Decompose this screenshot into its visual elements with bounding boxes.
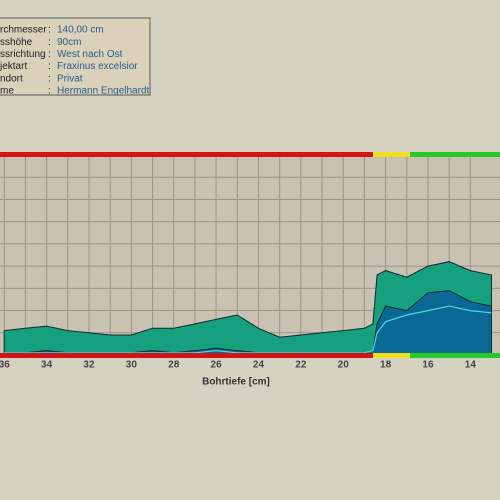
quality-bar-red: [0, 353, 373, 358]
area: [3, 261, 492, 356]
x-tick-label: 16: [422, 360, 434, 371]
x-tick-label: 24: [253, 360, 265, 371]
info-label: ndort: [0, 73, 23, 84]
info-value: Privat: [57, 73, 83, 84]
x-tick-label: 22: [295, 360, 307, 371]
quality-bar-yellow: [373, 152, 410, 157]
info-label: me: [0, 86, 14, 97]
x-tick-label: 36: [0, 360, 10, 371]
x-tick-label: 20: [338, 360, 350, 371]
quality-bar-green: [410, 152, 500, 157]
x-tick-label: 28: [168, 360, 180, 371]
x-tick-label: 30: [126, 360, 138, 371]
info-value: Hermann Engelhardt: [57, 86, 149, 97]
info-value: 140,00 cm: [57, 25, 104, 36]
info-label: jektart: [0, 61, 27, 72]
x-tick-label: 32: [83, 360, 95, 371]
info-frame: [0, 17, 151, 96]
info-value: Fraxinus excelsior: [57, 61, 138, 72]
x-tick-label: 14: [465, 360, 477, 371]
x-tick-label: 26: [211, 360, 223, 371]
info-colon: :: [48, 49, 51, 60]
info-colon: :: [48, 73, 51, 84]
quality-bar-yellow: [373, 353, 410, 358]
info-label: sshöhe: [0, 37, 33, 48]
quality-bar-green: [410, 353, 500, 358]
info-colon: :: [48, 25, 51, 36]
info-value: West nach Ost: [57, 49, 123, 60]
info-label: rchmesser: [0, 25, 47, 36]
info-colon: :: [48, 37, 51, 48]
mean-line: [4, 305, 492, 354]
quality-bar-red: [0, 152, 373, 157]
info-box: rchmesser:140,00 cmsshöhe:90cmssrichtung…: [0, 17, 151, 97]
info-value: 90cm: [57, 37, 81, 48]
info-colon: :: [48, 86, 51, 97]
info-colon: :: [48, 61, 51, 72]
x-axis-label: Bohrtiefe [cm]: [202, 377, 270, 388]
x-tick-label: 18: [380, 360, 392, 371]
x-tick-label: 34: [41, 360, 53, 371]
info-label: ssrichtung: [0, 49, 46, 60]
